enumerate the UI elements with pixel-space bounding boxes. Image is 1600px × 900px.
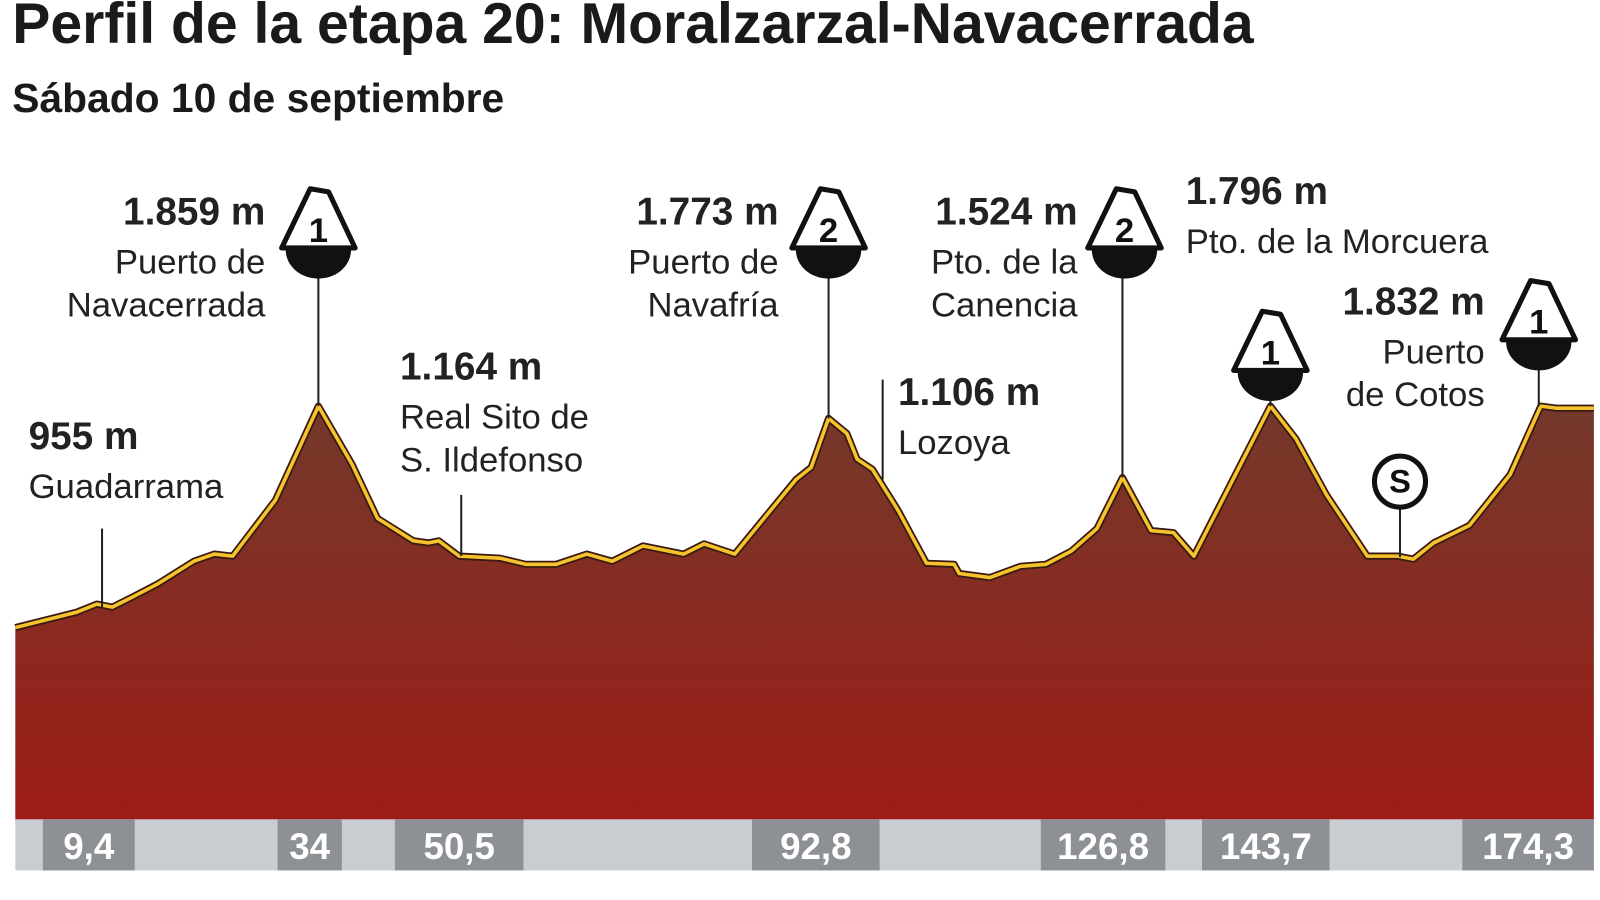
category-badge-base [1506,341,1572,371]
km-label: 126,8 [1057,826,1149,867]
place-name: Canencia [931,286,1078,324]
altitude: 1.106 m [898,371,1040,414]
category: 2 [819,212,838,250]
km-label: 9,4 [63,826,115,867]
profile-area [15,406,1594,820]
category-badge [1231,308,1310,373]
category-badge [1085,186,1164,251]
category: 2 [1115,212,1134,250]
altitude: 1.524 m [935,190,1077,233]
km-box [1040,819,1166,871]
category-badge [1499,278,1579,343]
place-name: S. Ildefonso [400,441,583,479]
km-label: 143,7 [1220,826,1312,867]
place-name: Real Sito de [400,399,589,437]
place-name: Puerto [1382,333,1484,371]
altitude: 1.832 m [1342,280,1484,323]
sprint: S [1389,462,1411,499]
altitude: 955 m [29,415,139,458]
altitude: 1.773 m [636,190,778,233]
category: 1 [1529,304,1548,342]
km-box [277,819,342,871]
altitude: 1.796 m [1186,170,1328,213]
place-name: Pto. de la [931,243,1078,281]
place-name: Navacerrada [67,286,266,324]
place-name: Navafría [647,286,779,324]
category-badge-base [1091,250,1158,279]
category-badge-base [795,250,862,279]
title: Perfil de la etapa 20: Moralzarzal-Navac… [12,0,1255,56]
km-box [1202,819,1330,871]
place-name: Pto. de la Morcuera [1186,223,1489,261]
km-box [752,819,880,871]
km-label: 34 [289,826,330,867]
km-label: 50,5 [423,826,494,867]
subtitle: Sábado 10 de septiembre [12,75,504,121]
category-badge-base [1237,372,1304,402]
category: 1 [1261,334,1280,372]
km-box [394,819,524,871]
place-name: Puerto de [628,243,778,281]
km-box [42,819,135,871]
altitude: 1.164 m [400,346,542,389]
category-badge [789,186,868,251]
km-label: 174,3 [1482,826,1574,867]
place-name: Guadarrama [29,468,224,506]
place-name: de Cotos [1346,376,1485,414]
sprint-badge [1371,453,1429,510]
category-badge [279,186,358,251]
altitude: 1.859 m [123,190,265,233]
category-badge-base [285,250,352,279]
place-name: Lozoya [898,424,1011,462]
km-box [1462,819,1594,871]
km-label: 92,8 [780,826,851,867]
category: 1 [309,212,328,250]
place-name: Puerto de [115,243,265,281]
